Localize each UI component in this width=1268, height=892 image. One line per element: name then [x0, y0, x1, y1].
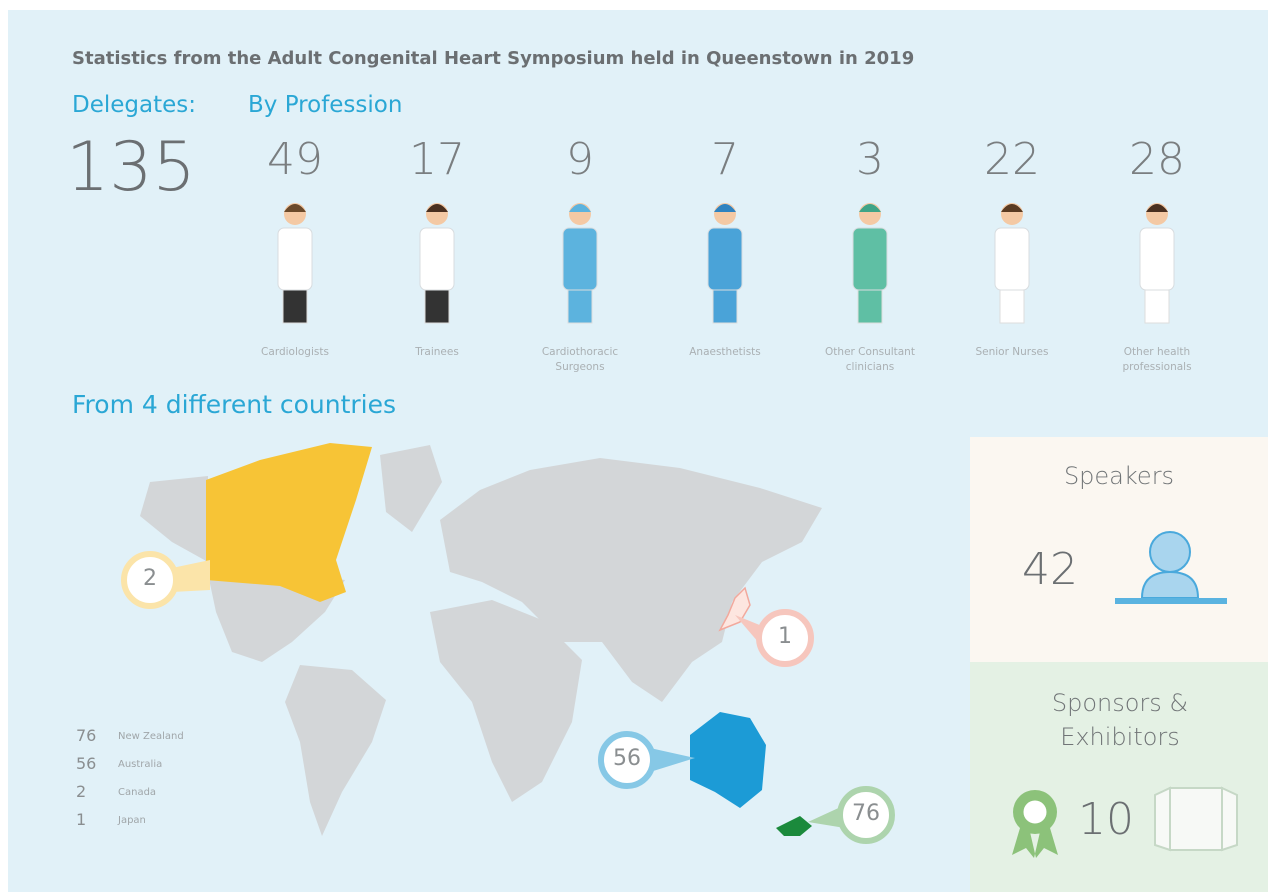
figure-part	[562, 227, 598, 291]
profession-label: Anaesthetists	[689, 346, 761, 358]
callout-canada	[121, 551, 179, 609]
callout-tail	[650, 748, 695, 772]
africa	[430, 600, 582, 802]
callout-value: 76	[852, 801, 880, 826]
new-zealand	[776, 816, 812, 836]
profession-count: 49	[267, 134, 323, 185]
figure-part	[714, 204, 736, 212]
profession-count: 28	[1129, 134, 1185, 185]
speaker-body	[1140, 570, 1200, 599]
profession-label: Trainees	[415, 346, 459, 358]
figure-part	[852, 227, 888, 291]
callout-nz	[837, 786, 895, 844]
figure-part	[1139, 227, 1175, 291]
callout-value: 1	[778, 624, 792, 649]
south-america	[285, 665, 386, 836]
eurasia	[440, 458, 822, 702]
alaska	[140, 476, 208, 562]
legend-count: 56	[76, 754, 97, 773]
greenland	[380, 445, 442, 532]
callout-tail	[808, 805, 845, 828]
callout-australia	[598, 731, 656, 789]
callout-value: 56	[613, 746, 641, 771]
figure-part	[712, 284, 738, 324]
legend-country: Japan	[118, 815, 146, 826]
figure-part	[419, 227, 455, 291]
japan	[718, 586, 751, 632]
figure-part	[999, 284, 1025, 324]
speaker-desk	[1115, 598, 1227, 604]
speaker-icon	[1115, 531, 1227, 604]
callout-value: 2	[143, 566, 157, 591]
legend-country: Canada	[118, 787, 157, 798]
figure-part	[994, 227, 1030, 291]
profession-heading: By Profession	[248, 92, 403, 118]
profession-label: Senior Nurses	[975, 346, 1049, 358]
speakers-label: Speakers	[1063, 462, 1175, 490]
profession-count: 17	[409, 134, 465, 185]
speakers-panel	[970, 437, 1268, 662]
callout-tail	[172, 560, 210, 592]
figure-part	[277, 227, 313, 291]
profession-label: Other health professionals	[1122, 346, 1192, 373]
figure-part	[1144, 284, 1170, 324]
figure-part	[1146, 204, 1168, 212]
title: Statistics from the Adult Congenital Hea…	[72, 48, 915, 69]
legend-count: 76	[76, 726, 97, 745]
ribbon-center	[1020, 797, 1050, 827]
sponsors-label: Sponsors & Exhibitors	[1051, 689, 1189, 751]
figure-part	[1001, 204, 1023, 212]
canada	[206, 443, 372, 602]
figure-part	[569, 204, 591, 212]
profession-count: 3	[856, 134, 884, 185]
legend-country: Australia	[118, 759, 163, 770]
figure-part	[284, 204, 306, 212]
delegates-total: 135	[66, 128, 196, 207]
profession-count: 9	[566, 134, 594, 185]
profession-label: Other Consultant clinicians	[825, 346, 915, 373]
australia	[690, 712, 766, 808]
profession-count: 7	[711, 134, 739, 185]
figure-part	[859, 204, 881, 212]
delegates-label: Delegates:	[72, 92, 196, 118]
figure-part	[426, 204, 448, 212]
legend-country: New Zealand	[118, 731, 184, 742]
profession-label: Cardiothoracic Surgeons	[541, 346, 619, 373]
sponsor-icons	[1012, 786, 1238, 858]
callouts	[121, 551, 895, 844]
profession-figures	[277, 203, 1175, 324]
figure-part	[857, 284, 883, 324]
exhibit-panel	[1154, 786, 1238, 852]
speakers-count: 42	[1022, 544, 1078, 595]
profession-label: Cardiologists	[261, 346, 329, 358]
ribbon-tails	[1012, 828, 1058, 858]
legend-count: 1	[76, 810, 87, 829]
countries-heading: From 4 different countries	[72, 390, 397, 419]
figure-part	[424, 284, 450, 324]
callout-japan	[756, 609, 814, 667]
speaker-head	[1149, 531, 1191, 573]
profession-count: 22	[984, 134, 1040, 185]
figure-part	[567, 284, 593, 324]
figure-part	[707, 227, 743, 291]
sponsors-count: 10	[1078, 794, 1134, 845]
figure-part	[282, 284, 308, 324]
sponsors-panel	[970, 662, 1268, 892]
legend-count: 2	[76, 782, 87, 801]
